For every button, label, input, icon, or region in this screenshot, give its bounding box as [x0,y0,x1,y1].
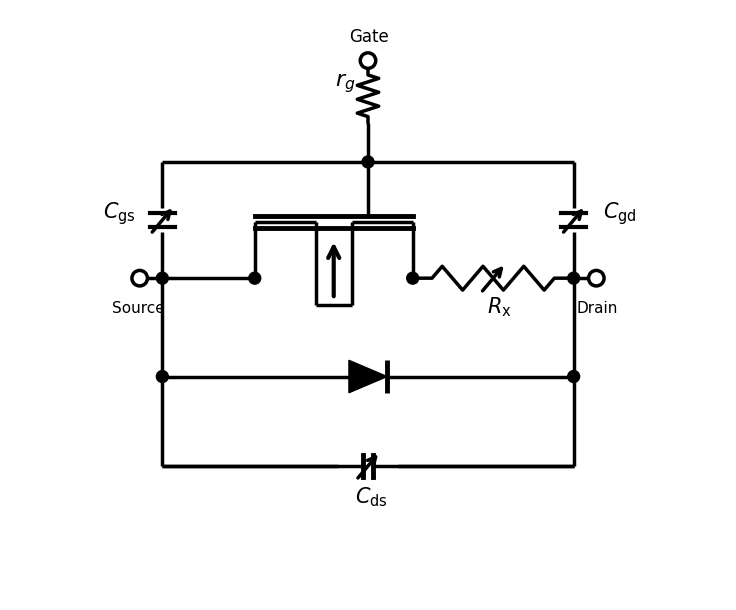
Circle shape [567,272,580,284]
Polygon shape [349,361,387,393]
Text: Drain: Drain [577,301,618,316]
Circle shape [156,272,169,284]
Text: Gate: Gate [350,27,389,46]
Text: $C_\mathrm{gd}$: $C_\mathrm{gd}$ [604,201,637,228]
Circle shape [132,270,147,286]
Circle shape [249,272,261,284]
Text: $C_\mathrm{gs}$: $C_\mathrm{gs}$ [103,201,136,228]
Circle shape [407,272,419,284]
Circle shape [362,156,374,168]
Circle shape [156,370,169,382]
Text: $C_\mathrm{ds}$: $C_\mathrm{ds}$ [355,485,387,509]
Text: $R_\mathrm{x}$: $R_\mathrm{x}$ [486,295,512,318]
Circle shape [360,53,376,68]
Circle shape [589,270,604,286]
Text: Source: Source [112,301,165,316]
Text: $r_g$: $r_g$ [335,73,355,95]
Circle shape [567,370,580,382]
